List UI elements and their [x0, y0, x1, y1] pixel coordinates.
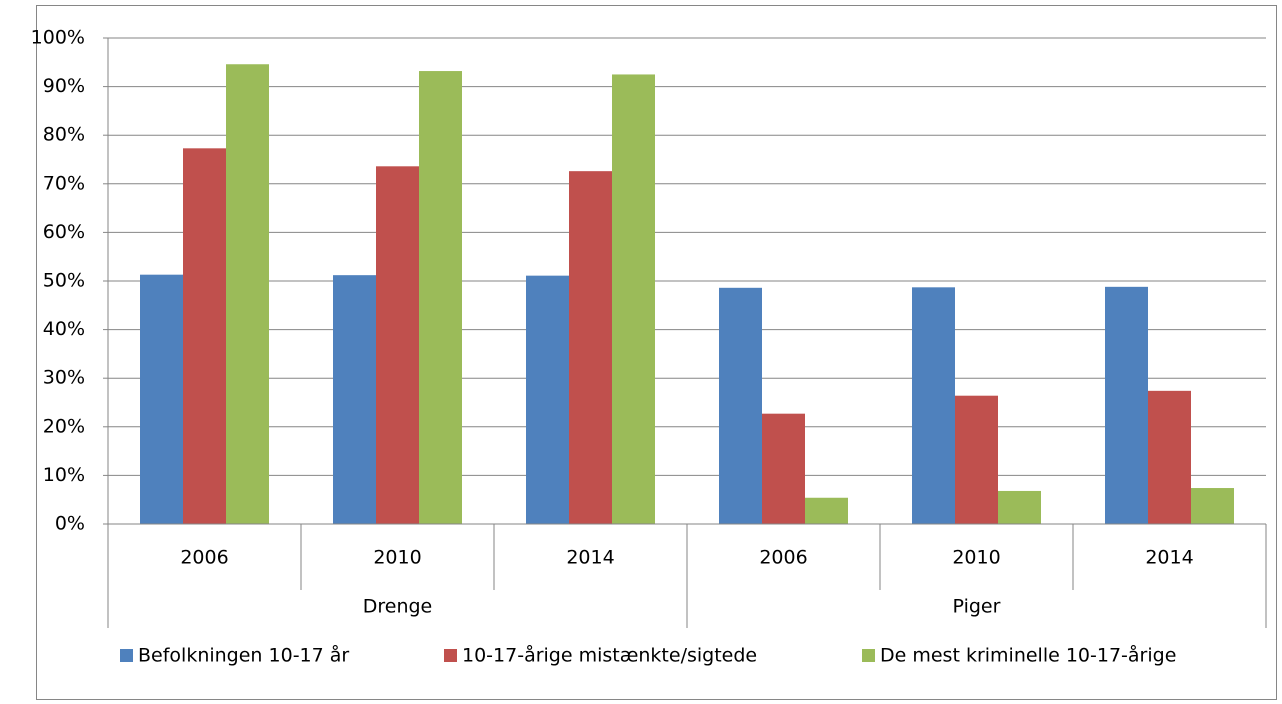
bar: [376, 166, 419, 524]
y-tick-label: 30%: [43, 367, 85, 389]
x-tick-label: 2010: [952, 547, 1000, 569]
y-tick-label: 70%: [43, 172, 85, 194]
bar: [183, 148, 226, 524]
group-label: Piger: [953, 596, 1001, 618]
legend-swatch: [444, 649, 457, 662]
x-tick-label: 2006: [759, 547, 807, 569]
legend-label: 10-17-årige mistænkte/sigtede: [462, 644, 757, 667]
bar: [526, 275, 569, 524]
y-tick-label: 90%: [43, 75, 85, 97]
bar: [1191, 488, 1234, 524]
y-tick-label: 20%: [43, 415, 85, 437]
bar: [719, 287, 762, 524]
y-tick-label: 10%: [43, 464, 85, 486]
bar: [912, 287, 955, 524]
chart-frame: [36, 5, 1277, 700]
legend-swatch: [862, 649, 875, 662]
group-label: Drenge: [363, 596, 433, 618]
x-tick-label: 2014: [1145, 547, 1193, 569]
y-tick-label: 100%: [31, 27, 85, 49]
bar: [226, 64, 269, 524]
bar: [1105, 286, 1148, 524]
bar: [955, 395, 998, 524]
y-tick-label: 0%: [55, 513, 85, 535]
bar: [333, 275, 376, 524]
y-tick-label: 50%: [43, 270, 85, 292]
bar: [998, 490, 1041, 524]
bar: [140, 274, 183, 524]
bar: [569, 171, 612, 524]
y-tick-label: 80%: [43, 124, 85, 146]
bar: [612, 74, 655, 524]
x-tick-label: 2014: [566, 547, 614, 569]
x-tick-label: 2010: [373, 547, 421, 569]
legend-swatch: [120, 649, 133, 662]
legend-label: De mest kriminelle 10-17-årige: [880, 644, 1176, 667]
x-tick-label: 2006: [180, 547, 228, 569]
legend-label: Befolkningen 10-17 år: [138, 644, 349, 667]
y-tick-label: 40%: [43, 318, 85, 340]
bar: [419, 71, 462, 524]
bar: [805, 497, 848, 524]
bar: [1148, 390, 1191, 524]
bar: [762, 413, 805, 524]
y-tick-label: 60%: [43, 221, 85, 243]
